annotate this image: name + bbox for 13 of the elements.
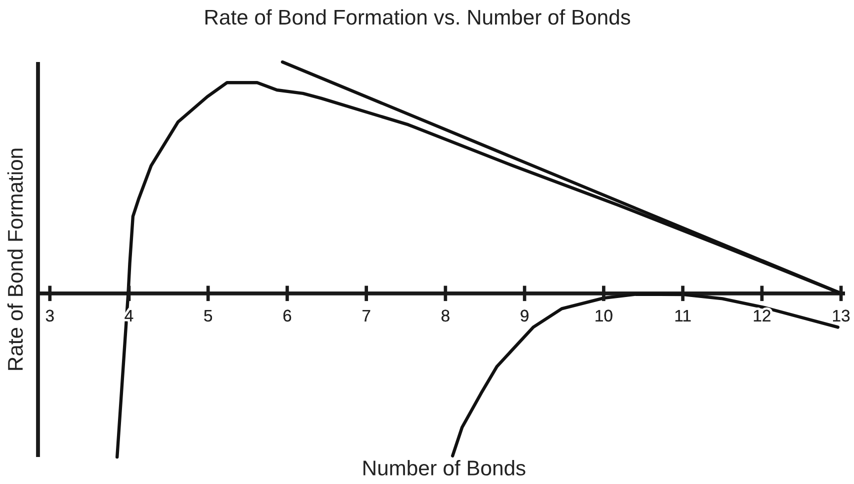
x-tick-label: 7 <box>362 310 370 322</box>
x-tick-label: 12 <box>754 310 770 322</box>
chart-title: Rate of Bond Formation vs. Number of Bonds <box>205 9 630 25</box>
x-axis-title: Number of Bonds <box>364 460 526 476</box>
x-tick-label: 10 <box>596 310 612 322</box>
x-tick-label: 3 <box>46 310 54 322</box>
x-tick-label: 8 <box>442 310 450 322</box>
x-tick-label: 9 <box>520 310 528 322</box>
x-tick-label: 6 <box>283 310 292 322</box>
x-tick-label: 13 <box>833 310 850 322</box>
y-axis-title: Rate of Bond Formation <box>7 148 23 370</box>
x-tick-label: 11 <box>675 310 691 322</box>
x-tick-label: 5 <box>204 310 212 322</box>
